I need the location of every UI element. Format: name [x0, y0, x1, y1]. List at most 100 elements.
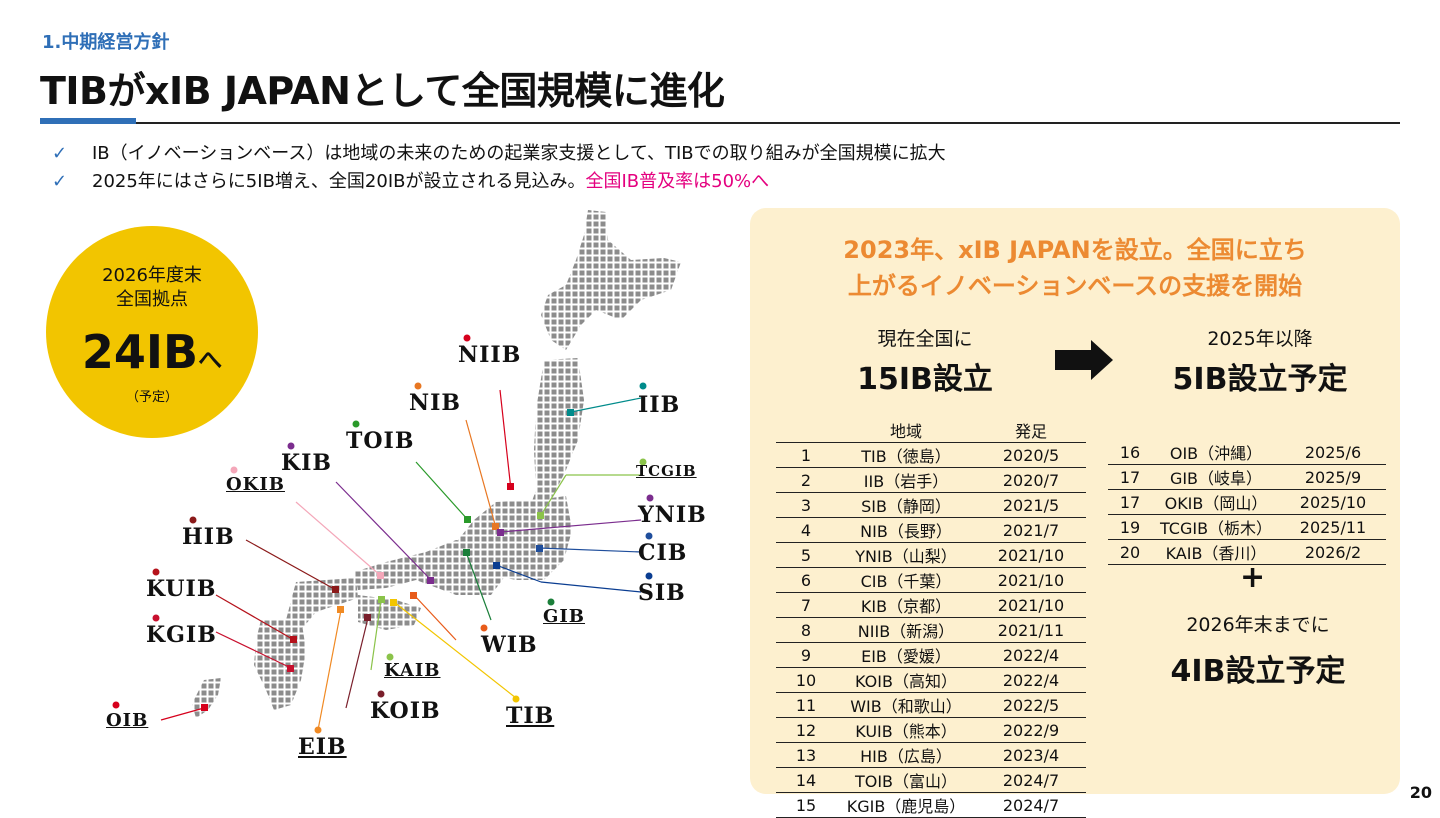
japan-map: NIIB NIB IIB TOIB KIB TCGIB OKIB YNIB HI…	[96, 200, 736, 800]
cell-region: NIB（長野）	[836, 517, 976, 543]
bullet-item: ✓ 2025年にはさらに5IB増え、全国20IBが設立される見込み。 全国IB普…	[52, 168, 946, 196]
future-label: 2025年以降	[1207, 328, 1313, 350]
label-wib: WIB	[481, 632, 538, 658]
xib-panel: 2023年、xIB JAPANを設立。全国に立ち 上がるイノベーションベースの支…	[750, 208, 1400, 818]
label-kuib: KUIB	[146, 576, 217, 602]
cell-start: 2020/5	[976, 442, 1086, 468]
cell-start: 2021/10	[976, 542, 1086, 568]
table-row: 7 KIB（京都） 2021/10	[776, 592, 1086, 618]
label-tib: TIB	[506, 703, 555, 729]
cell-region: KIB（京都）	[836, 592, 976, 618]
cell-region: YNIB（山梨）	[836, 542, 976, 568]
table-row: 14 TOIB（富山） 2024/7	[776, 767, 1086, 793]
cell-region: OIB（沖縄）	[1152, 440, 1280, 465]
label-eib: EIB	[298, 734, 347, 760]
check-icon: ✓	[52, 143, 68, 164]
cell-no: 11	[776, 692, 836, 718]
cell-start: 2025/10	[1280, 489, 1386, 515]
label-iib: IIB	[638, 392, 681, 418]
title-rule	[40, 122, 1400, 124]
cell-start: 2021/7	[976, 517, 1086, 543]
cell-no: 16	[1108, 440, 1152, 465]
japan-dot-map	[112, 210, 681, 734]
leader-lines	[160, 389, 642, 731]
cell-region: TOIB（富山）	[836, 767, 976, 793]
label-niib: NIIB	[458, 342, 522, 368]
table-row: 16 OIB（沖縄） 2025/6	[1108, 440, 1386, 465]
label-tcgib: TCGIB	[636, 462, 697, 480]
target-badge: 2026年度末 全国拠点 24IBへ （予定）	[46, 226, 258, 438]
header-region: 地域	[836, 418, 976, 443]
table-row: 6 CIB（千葉） 2021/10	[776, 567, 1086, 593]
label-sib: SIB	[638, 580, 686, 606]
cell-start: 2025/6	[1280, 440, 1386, 465]
planned-table: 16 OIB（沖縄） 2025/6 17 GIB（岐阜） 2025/9 17 OKIB（岡山）…	[1108, 440, 1386, 565]
bullet-text: 2025年にはさらに5IB増え、全国20IBが設立される見込み。	[92, 171, 586, 192]
table-row: 12 KUIB（熊本） 2022/9	[776, 717, 1086, 743]
table-row: 9 EIB（愛媛） 2022/4	[776, 642, 1086, 668]
badge-note: （予定）	[125, 390, 178, 405]
cell-no: 1	[776, 442, 836, 468]
table-header-row: 地域 発足	[776, 418, 1086, 443]
cell-region: KGIB（鹿児島）	[836, 792, 976, 818]
table-row: 4 NIB（長野） 2021/7	[776, 517, 1086, 543]
label-oib: OIB	[106, 710, 149, 731]
current-label: 現在全国に	[877, 328, 973, 350]
by-2026-label: 2026年末までに	[1186, 614, 1330, 636]
cell-region: KOIB（高知）	[836, 667, 976, 693]
badge-line1: 2026年度末	[102, 265, 202, 286]
cell-no: 17	[1108, 489, 1152, 515]
plus-sign: +	[1240, 560, 1266, 595]
map-landmass	[192, 210, 681, 718]
cell-start: 2022/4	[976, 642, 1086, 668]
cell-start: 2024/7	[976, 792, 1086, 818]
cell-start: 2020/7	[976, 467, 1086, 493]
table-row: 8 NIIB（新潟） 2021/11	[776, 617, 1086, 643]
table-row: 15 KGIB（鹿児島） 2024/7	[776, 792, 1086, 818]
cell-no: 2	[776, 467, 836, 493]
cell-no: 12	[776, 717, 836, 743]
cell-no: 8	[776, 617, 836, 643]
cell-no: 14	[776, 767, 836, 793]
cell-region: HIB（広島）	[836, 742, 976, 768]
table-row: 10 KOIB（高知） 2022/4	[776, 667, 1086, 693]
panel-heading: 2023年、xIB JAPANを設立。全国に立ち 上がるイノベーションベースの支…	[750, 232, 1400, 304]
cell-region: TCGIB（栃木）	[1152, 514, 1280, 540]
badge-count: 24IBへ	[46, 326, 258, 386]
cell-region: OKIB（岡山）	[1152, 489, 1280, 515]
header-no	[776, 418, 836, 443]
cell-no: 20	[1108, 539, 1152, 565]
cell-start: 2022/5	[976, 692, 1086, 718]
by-2026-count: 4IB設立予定	[1170, 654, 1346, 689]
label-toib: TOIB	[346, 428, 415, 454]
established-table: 地域 発足 1 TIB（徳島） 2020/5 2 IIB（岩手） 2020/7 3 SIB（静…	[776, 418, 1086, 818]
cell-region: KAIB（香川）	[1152, 539, 1280, 565]
current-count: 15IB設立	[857, 362, 993, 397]
label-hib: HIB	[182, 524, 235, 550]
badge-line2: 全国拠点	[116, 289, 188, 310]
page-number: 20	[1409, 783, 1432, 802]
bullet-highlight: 全国IB普及率は50%へ	[585, 171, 770, 192]
label-kgib: KGIB	[146, 622, 217, 648]
cell-no: 6	[776, 567, 836, 593]
label-gib: GIB	[543, 606, 586, 627]
cell-start: 2026/2	[1280, 539, 1386, 565]
cell-region: SIB（静岡）	[836, 492, 976, 518]
future-count: 5IB設立予定	[1172, 362, 1348, 397]
label-nib: NIB	[409, 390, 461, 416]
check-icon: ✓	[52, 171, 68, 192]
cell-no: 4	[776, 517, 836, 543]
page-title: TIBがxIB JAPANとして全国規模に進化	[40, 69, 725, 113]
cell-region: KUIB（熊本）	[836, 717, 976, 743]
cell-region: WIB（和歌山）	[836, 692, 976, 718]
table-row: 17 OKIB（岡山） 2025/10	[1108, 489, 1386, 515]
cell-region: CIB（千葉）	[836, 567, 976, 593]
table-row: 1 TIB（徳島） 2020/5	[776, 442, 1086, 468]
cell-start: 2021/11	[976, 617, 1086, 643]
cell-region: GIB（岐阜）	[1152, 464, 1280, 490]
label-koib: KOIB	[370, 698, 441, 724]
cell-no: 13	[776, 742, 836, 768]
label-cib: CIB	[638, 540, 688, 566]
table-row: 19 TCGIB（栃木） 2025/11	[1108, 514, 1386, 540]
cell-no: 7	[776, 592, 836, 618]
